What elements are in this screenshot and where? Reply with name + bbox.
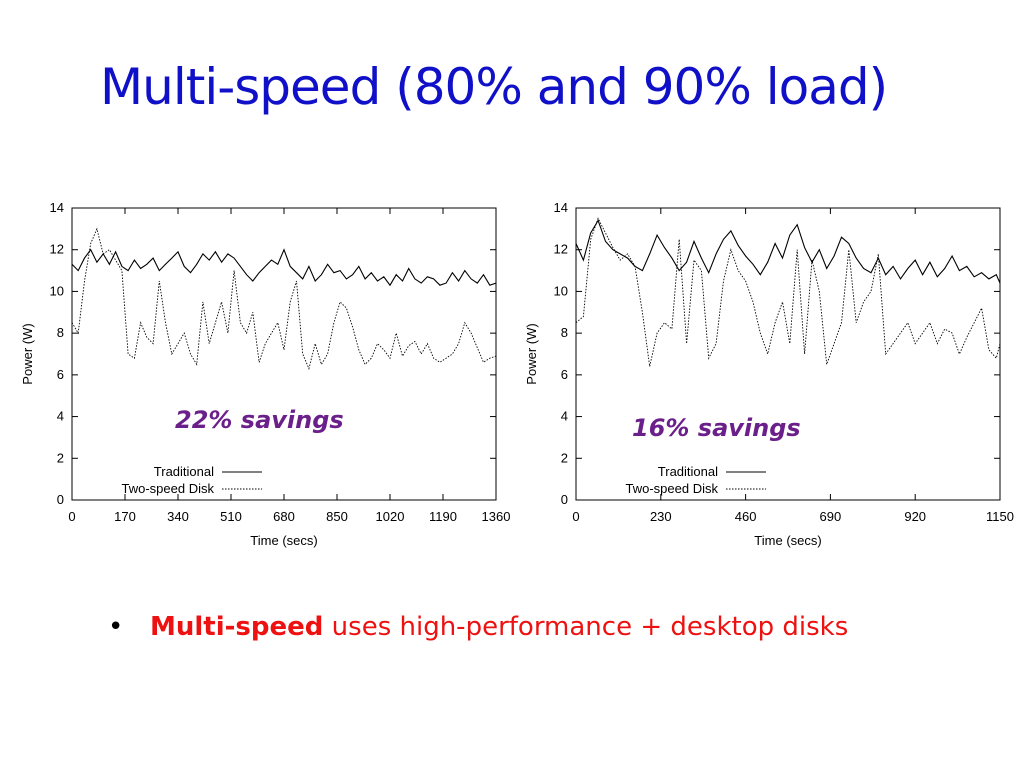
chart2-series-traditional-line: [575, 219, 1001, 284]
chart2-y-tick-label: 8: [561, 325, 568, 340]
chart1-y-tick-label: 0: [57, 492, 64, 507]
chart2-x-tick-label: 230: [650, 509, 672, 524]
chart1-y-tick-label: 12: [50, 242, 64, 257]
slide-title: Multi-speed (80% and 90% load): [100, 58, 888, 116]
chart1-x-tick-label: 1020: [376, 509, 405, 524]
chart1-x-tick-label: 510: [220, 509, 242, 524]
chart1-x-tick-label: 0: [68, 509, 75, 524]
chart-90-load: 0 2 4 6 8 10 12 14 0 230 460 690 920 1150 Time (secs) P…: [522, 195, 1024, 560]
bullet-strong-text: Multi-speed: [150, 612, 324, 642]
chart2-y-tick-label: 10: [554, 283, 568, 298]
chart2-savings-annotation: 16% savings: [632, 414, 801, 442]
chart2-y-axis-label: Power (W): [524, 323, 539, 384]
chart2-x-tick-label: 690: [820, 509, 842, 524]
chart2-legend-label: Traditional: [658, 464, 718, 479]
chart1-y-tick-label: 6: [57, 367, 64, 382]
chart2-legend-label: Two-speed Disk: [626, 481, 719, 496]
chart2-y-tick-label: 0: [561, 492, 568, 507]
bullet-dot: •: [108, 612, 124, 642]
chart1-plot-frame: [71, 207, 497, 501]
chart1-y-tick-label: 8: [57, 325, 64, 340]
chart2-x-tick-label: 0: [572, 509, 579, 524]
chart2-x-tick-label: 920: [904, 509, 926, 524]
chart1-x-tick-label: 850: [326, 509, 348, 524]
chart1-y-tick-label: 4: [57, 409, 64, 424]
chart2-x-tick-label: 460: [735, 509, 757, 524]
chart-80-load: 0 2 4 6 8 10 12 14 0 170 340 510 680 850 1020 1190 1360 T…: [18, 195, 523, 560]
chart1-savings-annotation: 22% savings: [175, 406, 344, 434]
chart2-y-tick-label: 6: [561, 367, 568, 382]
chart2-plot-frame: [575, 207, 1001, 501]
chart-90-svg: 0 2 4 6 8 10 12 14 0 230 460 690 920 1150 Time (secs) P…: [524, 200, 1014, 548]
chart2-y-tick-label: 12: [554, 242, 568, 257]
chart1-x-tick-label: 680: [273, 509, 295, 524]
chart1-legend-label: Two-speed Disk: [122, 481, 215, 496]
chart1-legend-label: Traditional: [154, 464, 214, 479]
bullet-item: • Multi-speed uses high-performance + des…: [108, 612, 848, 642]
chart2-y-tick-label: 2: [561, 450, 568, 465]
chart2-x-tick-label: 1150: [986, 509, 1014, 524]
chart2-y-tick-label: 4: [561, 409, 568, 424]
chart1-y-tick-label: 14: [50, 200, 64, 215]
chart-80-svg: 0 2 4 6 8 10 12 14 0 170 340 510 680 850 1020 1190 1360 T…: [20, 200, 511, 548]
chart1-x-tick-label: 1360: [482, 509, 511, 524]
chart1-y-axis-label: Power (W): [20, 323, 35, 384]
chart2-series-two-speed-line: [575, 217, 1001, 367]
chart1-x-tick-label: 1190: [429, 509, 457, 524]
chart1-y-tick-label: 2: [57, 450, 64, 465]
bullet-rest-text: uses high-performance + desktop disks: [323, 612, 849, 642]
chart2-y-tick-label: 14: [554, 200, 568, 215]
chart1-x-tick-label: 340: [167, 509, 189, 524]
chart1-y-tick-label: 10: [50, 283, 64, 298]
chart2-x-axis-label: Time (secs): [754, 533, 821, 548]
chart1-x-axis-label: Time (secs): [250, 533, 317, 548]
chart1-x-tick-label: 170: [114, 509, 136, 524]
chart1-series-traditional-line: [71, 248, 497, 287]
